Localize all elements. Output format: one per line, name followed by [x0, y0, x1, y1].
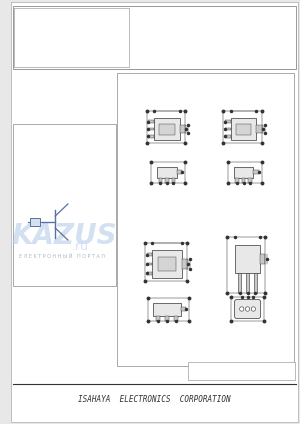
Bar: [180, 125, 186, 133]
Circle shape: [245, 307, 250, 311]
Bar: [165, 315, 169, 321]
Bar: [177, 170, 182, 174]
Bar: [117, 73, 294, 366]
Bar: [246, 273, 249, 293]
Text: E Л E K T P O H H Ы Й   П О Р Т А Л: E Л E K T P O H H Ы Й П О Р Т А Л: [19, 254, 105, 259]
Bar: [159, 123, 175, 134]
Bar: [13, 124, 116, 286]
Bar: [236, 123, 251, 134]
Bar: [254, 170, 259, 174]
Text: KAZUS: KAZUS: [11, 222, 117, 250]
Bar: [254, 273, 257, 293]
Bar: [148, 120, 154, 123]
Circle shape: [240, 307, 244, 311]
Bar: [13, 6, 296, 69]
Bar: [256, 125, 263, 133]
Bar: [146, 272, 152, 275]
Bar: [152, 250, 182, 278]
Bar: [158, 257, 176, 271]
Bar: [154, 118, 180, 140]
Bar: [248, 178, 252, 182]
FancyBboxPatch shape: [234, 299, 261, 318]
Bar: [181, 307, 186, 311]
Bar: [148, 135, 154, 138]
Bar: [260, 254, 265, 264]
Bar: [30, 218, 40, 226]
Bar: [235, 245, 260, 273]
Bar: [225, 128, 231, 131]
Bar: [188, 362, 295, 380]
Bar: [236, 178, 239, 182]
Text: .ru: .ru: [72, 240, 89, 253]
Bar: [146, 253, 152, 256]
Bar: [148, 128, 154, 131]
Bar: [242, 178, 245, 182]
Bar: [159, 178, 162, 182]
Bar: [157, 167, 177, 178]
Bar: [172, 178, 175, 182]
Bar: [225, 120, 231, 123]
Bar: [14, 8, 129, 67]
Bar: [156, 315, 160, 321]
Bar: [182, 259, 188, 269]
Bar: [165, 178, 169, 182]
Bar: [225, 135, 231, 138]
Bar: [146, 262, 152, 265]
Bar: [174, 315, 178, 321]
Bar: [234, 167, 254, 178]
Bar: [153, 302, 181, 315]
Text: ISAHAYA  ELECTRONICS  CORPORATION: ISAHAYA ELECTRONICS CORPORATION: [78, 396, 231, 404]
Bar: [231, 118, 256, 140]
Bar: [238, 273, 242, 293]
Circle shape: [251, 307, 256, 311]
